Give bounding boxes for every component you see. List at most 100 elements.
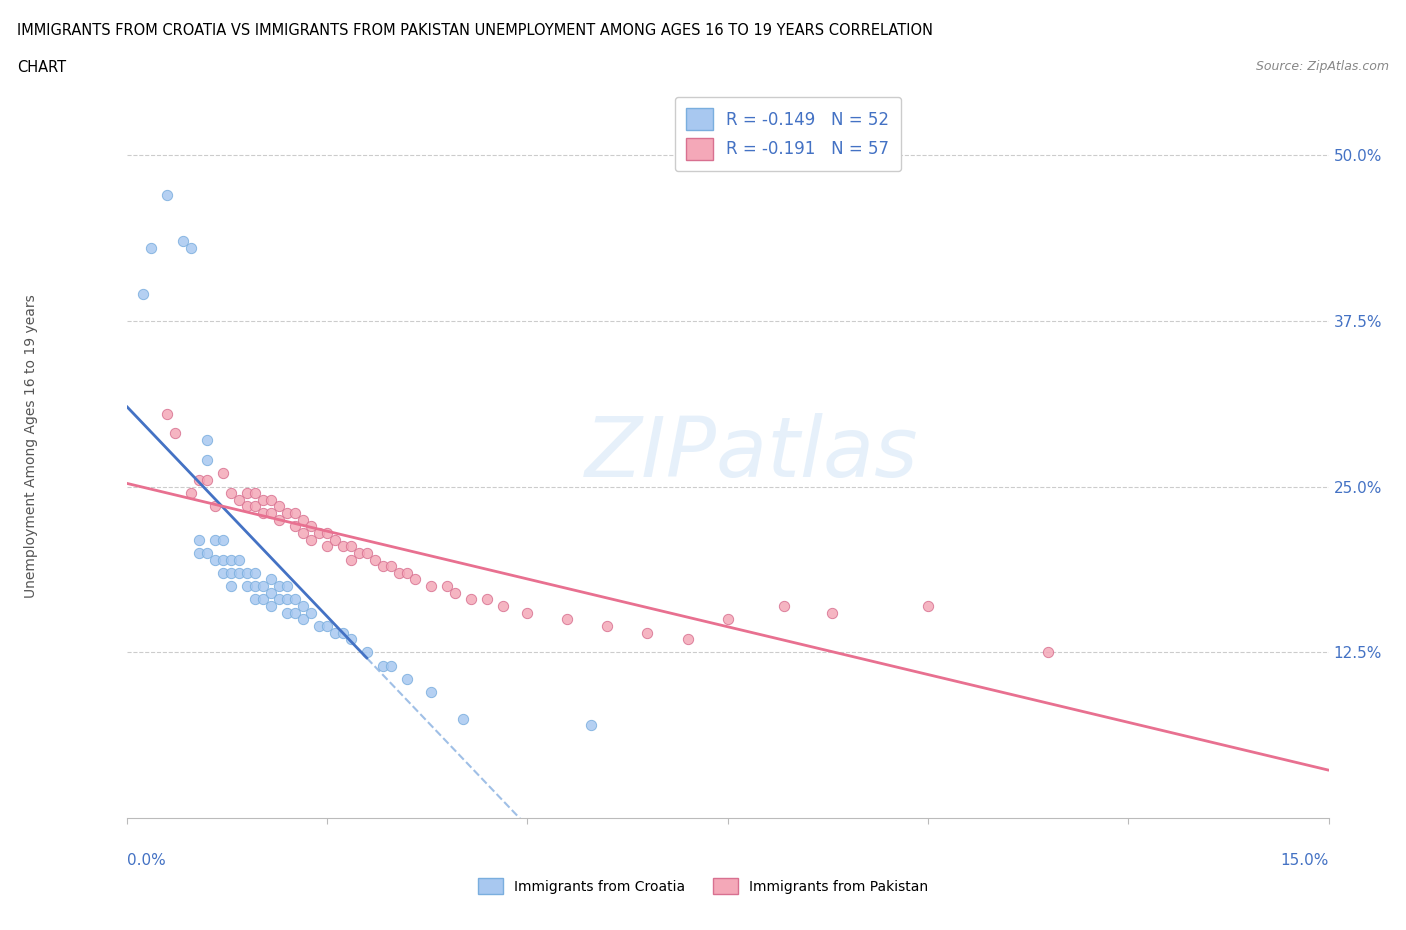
Point [187, 472, 209, 487]
Point [180, 240, 202, 255]
Point [404, 572, 426, 587]
Point [308, 525, 330, 540]
Point [340, 538, 363, 553]
Point [396, 671, 419, 686]
Point [276, 592, 298, 607]
Point [323, 532, 346, 547]
Text: CHART: CHART [17, 60, 66, 75]
Point [291, 512, 314, 527]
Text: Unemployment Among Ages 16 to 19 years: Unemployment Among Ages 16 to 19 years [24, 295, 38, 598]
Point [260, 492, 283, 507]
Point [636, 625, 658, 640]
Legend: Immigrants from Croatia, Immigrants from Pakistan: Immigrants from Croatia, Immigrants from… [472, 872, 934, 900]
Point [436, 578, 458, 593]
Point [267, 592, 290, 607]
Point [219, 578, 242, 593]
Point [243, 485, 266, 500]
Point [371, 658, 394, 673]
Point [676, 631, 699, 646]
Point [219, 552, 242, 567]
Point [291, 612, 314, 627]
Point [557, 612, 579, 627]
Point [235, 499, 259, 514]
Point [131, 286, 153, 301]
Point [243, 499, 266, 514]
Point [187, 532, 209, 547]
Point [1038, 645, 1060, 660]
Point [380, 559, 402, 574]
Point [260, 599, 283, 614]
Point [388, 565, 411, 580]
Point [284, 519, 307, 534]
Point [308, 618, 330, 633]
Text: 0.0%: 0.0% [127, 853, 166, 868]
Point [917, 599, 939, 614]
Point [195, 472, 218, 487]
Point [315, 618, 337, 633]
Point [243, 578, 266, 593]
Point [492, 599, 515, 614]
Point [291, 525, 314, 540]
Point [716, 612, 740, 627]
Point [243, 565, 266, 580]
Point [211, 565, 233, 580]
Text: IMMIGRANTS FROM CROATIA VS IMMIGRANTS FROM PAKISTAN UNEMPLOYMENT AMONG AGES 16 T: IMMIGRANTS FROM CROATIA VS IMMIGRANTS FR… [17, 23, 932, 38]
Point [276, 578, 298, 593]
Point [451, 711, 474, 726]
Point [276, 605, 298, 620]
Point [187, 546, 209, 561]
Point [323, 625, 346, 640]
Point [163, 426, 186, 441]
Point [516, 605, 538, 620]
Point [315, 525, 337, 540]
Point [252, 592, 274, 607]
Point [243, 592, 266, 607]
Point [475, 592, 498, 607]
Point [364, 552, 387, 567]
Point [356, 645, 378, 660]
Point [219, 485, 242, 500]
Point [460, 592, 482, 607]
Point [228, 492, 250, 507]
Point [340, 631, 363, 646]
Point [347, 546, 370, 561]
Text: ZIPatlas: ZIPatlas [585, 413, 918, 494]
Point [211, 466, 233, 481]
Point [299, 519, 322, 534]
Point [581, 718, 603, 733]
Point [284, 592, 307, 607]
Point [139, 240, 162, 255]
Point [211, 532, 233, 547]
Text: Source: ZipAtlas.com: Source: ZipAtlas.com [1256, 60, 1389, 73]
Text: 15.0%: 15.0% [1281, 853, 1329, 868]
Point [180, 485, 202, 500]
Point [315, 538, 337, 553]
Point [772, 599, 794, 614]
Point [299, 532, 322, 547]
Point [155, 406, 177, 421]
Point [267, 512, 290, 527]
Point [371, 559, 394, 574]
Point [299, 605, 322, 620]
Point [211, 552, 233, 567]
Point [195, 432, 218, 447]
Legend: R = -0.149   N = 52, R = -0.191   N = 57: R = -0.149 N = 52, R = -0.191 N = 57 [675, 97, 901, 171]
Point [284, 506, 307, 521]
Point [252, 492, 274, 507]
Point [396, 565, 419, 580]
Point [260, 506, 283, 521]
Point [332, 538, 354, 553]
Point [380, 658, 402, 673]
Point [204, 552, 226, 567]
Point [444, 585, 467, 600]
Point [420, 578, 443, 593]
Point [195, 546, 218, 561]
Point [204, 499, 226, 514]
Point [235, 565, 259, 580]
Point [596, 618, 619, 633]
Point [228, 552, 250, 567]
Point [260, 572, 283, 587]
Point [821, 605, 844, 620]
Point [356, 546, 378, 561]
Point [219, 565, 242, 580]
